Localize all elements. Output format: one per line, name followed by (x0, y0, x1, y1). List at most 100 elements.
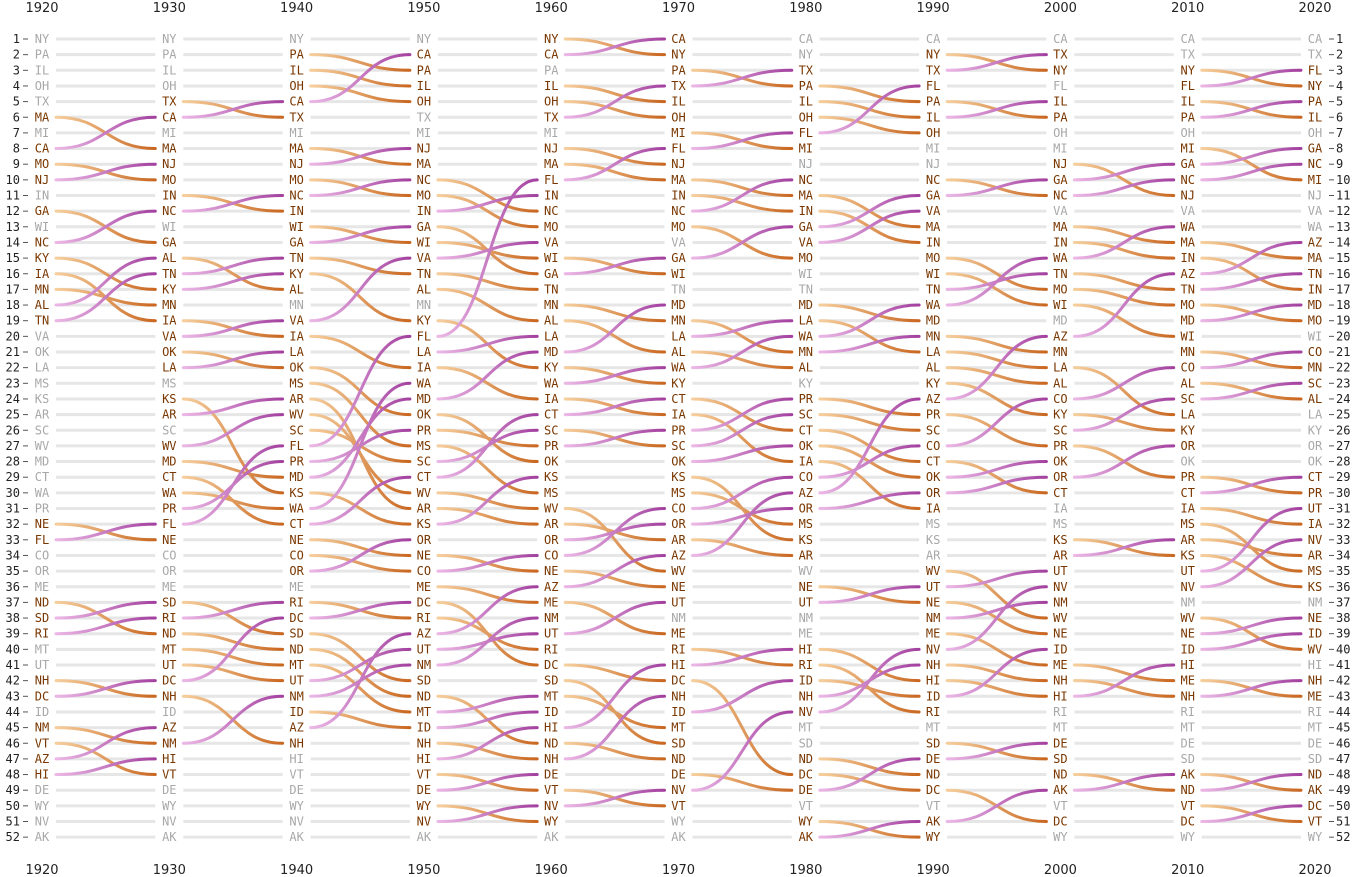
state-label-nc: NC (544, 204, 558, 218)
state-label-wa: WA (1053, 251, 1068, 265)
state-label-bg (411, 564, 436, 579)
year-label-bottom: 1950 (407, 863, 440, 877)
state-label-ny: NY (35, 32, 50, 46)
state-label-bg (666, 32, 691, 46)
state-label-bg (30, 704, 54, 719)
state-label-bg (539, 751, 564, 766)
year-label-top: 1940 (280, 1, 313, 16)
state-label-bg (1175, 689, 1200, 704)
state-label-bg (411, 423, 436, 438)
link-nc-2010: NC 2010–2020 (1200, 162, 1303, 182)
link-sd-1920: SD 1920–1930 (54, 600, 157, 620)
link-pr-1950: PR 1950–1960 (436, 428, 539, 448)
link-or-1990: OR 1990–2000 (945, 475, 1048, 495)
state-label-bg (539, 673, 564, 688)
state-label-ca: CA (544, 48, 559, 62)
state-label-bg (1303, 266, 1327, 281)
state-label-ia: IA (1053, 502, 1068, 516)
state-label-bg (157, 219, 182, 234)
rank-label-right: 2 (1336, 48, 1343, 62)
link-ma-2010: MA 2010–2020 (1200, 240, 1303, 260)
state-label-tn: TN (544, 282, 558, 296)
state-label-bg (1048, 814, 1073, 829)
state-label-bg (157, 720, 182, 735)
state-label-sc: SC (671, 439, 685, 453)
state-label-al: AL (289, 282, 303, 296)
state-label-bg (921, 720, 946, 735)
state-label-ak: AK (671, 830, 686, 844)
year-label-top: 1990 (917, 1, 950, 16)
state-label-mt: MT (671, 721, 685, 735)
state-label-wa: WA (671, 361, 686, 375)
state-label-bg (1175, 47, 1200, 62)
state-label-ne: NE (417, 548, 431, 562)
state-label-al: AL (799, 361, 813, 375)
state-label-bg (793, 658, 818, 672)
state-label-mo: MO (289, 173, 303, 187)
state-label-mo: MO (926, 251, 940, 265)
state-label-ct: CT (926, 455, 940, 469)
link-ms-1970: MS 1970–1980 (691, 491, 794, 526)
state-label-bg (30, 751, 54, 766)
state-label-ok: OK (799, 439, 814, 453)
state-label-de: DE (289, 783, 303, 797)
state-label-ri: RI (35, 627, 49, 641)
state-label-bg (1303, 658, 1327, 672)
state-label-ma: MA (35, 110, 50, 124)
link-ct-1990: CT 1990–2000 (945, 460, 1048, 495)
state-label-bg (411, 626, 436, 641)
state-label-bg (793, 830, 818, 845)
state-label-bg (284, 391, 309, 406)
state-label-bg (1303, 141, 1327, 156)
link-wa-1940: WA 1940–1950 (309, 381, 412, 510)
state-label-bg (921, 532, 946, 547)
state-label-bg (539, 313, 564, 328)
state-label-id: ID (926, 689, 940, 703)
year-label-top: 2010 (1171, 1, 1204, 16)
link-id-1970: ID 1970–1980 (691, 679, 794, 714)
state-label-bg (1303, 798, 1327, 813)
state-label-bg (1048, 532, 1073, 547)
rank-label-right: 10 (1336, 173, 1350, 187)
link-al-1930: AL 1930–1940 (181, 256, 285, 291)
state-label-bg (411, 673, 436, 688)
state-label-ga: GA (1308, 142, 1323, 156)
rank-label-right: 40 (1336, 642, 1350, 656)
state-label-tx: TX (671, 79, 686, 93)
state-label-vt: VT (35, 736, 49, 750)
rank-label-left: 9 (13, 157, 20, 171)
state-label-bg (284, 94, 309, 109)
state-label-ri: RI (1308, 705, 1322, 719)
rank-label-right: 50 (1336, 799, 1350, 813)
state-label-la: LA (799, 314, 814, 328)
state-label-ms: MS (1053, 517, 1067, 531)
state-label-bg (1303, 391, 1327, 406)
state-label-bg (1048, 517, 1073, 532)
state-label-bg (539, 438, 564, 453)
state-label-bg (411, 345, 436, 359)
state-label-or: OR (1180, 439, 1195, 453)
state-label-wy: WY (417, 799, 432, 813)
rank-label-left: 20 (6, 329, 20, 343)
state-label-mn: MN (544, 298, 558, 312)
state-label-bg (284, 642, 309, 657)
state-label-bg (921, 63, 946, 78)
state-label-bg (157, 282, 182, 297)
state-label-bg (793, 313, 818, 328)
link-mt-1960: MT 1960–1970 (563, 694, 666, 730)
state-label-bg (30, 345, 54, 359)
state-label-pr: PR (926, 408, 941, 422)
state-label-az: AZ (926, 392, 940, 406)
rank-label-right: 31 (1336, 502, 1350, 516)
state-label-ma: MA (1180, 235, 1195, 249)
year-label-top: 1930 (153, 1, 186, 16)
state-label-bg (30, 626, 54, 641)
state-label-bg (1175, 157, 1200, 172)
link-md-1930: MD 1930–1940 (181, 460, 285, 479)
rank-label-right: 35 (1336, 564, 1350, 578)
link-il-1990: IL 1990–2000 (945, 100, 1048, 119)
state-label-pa: PA (162, 48, 177, 62)
state-label-bg (1303, 423, 1327, 438)
state-label-bg (30, 642, 54, 657)
link-tn-1940: TN 1940–1950 (309, 256, 412, 276)
